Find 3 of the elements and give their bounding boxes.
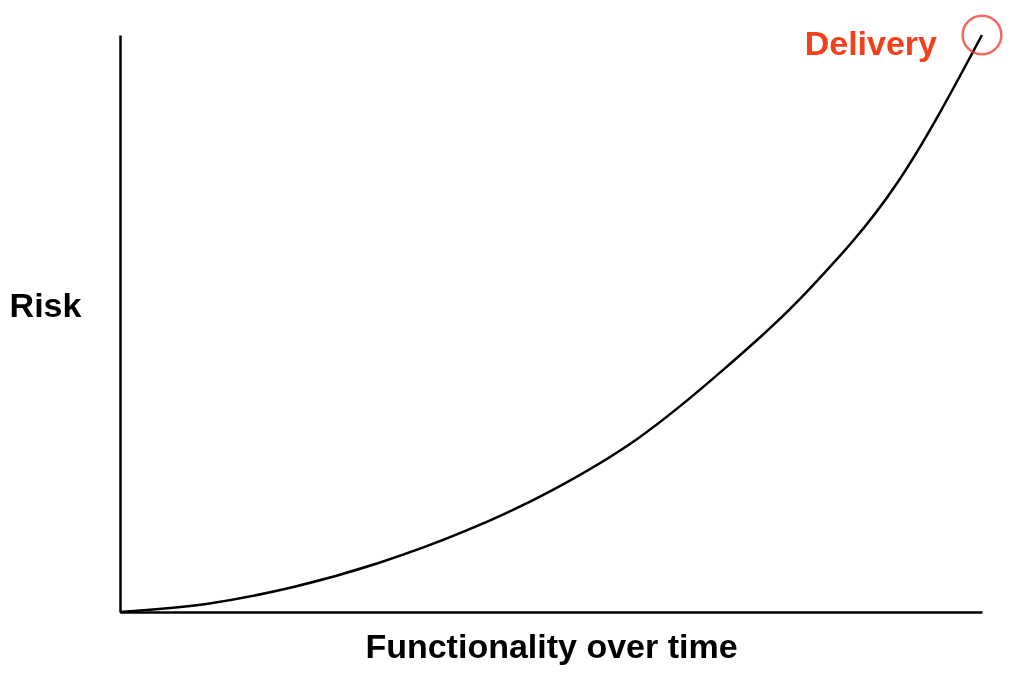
y-axis-title: Risk xyxy=(9,286,82,324)
annotation: Delivery xyxy=(804,24,938,62)
x-axis-title: Functionality over time xyxy=(365,626,738,665)
